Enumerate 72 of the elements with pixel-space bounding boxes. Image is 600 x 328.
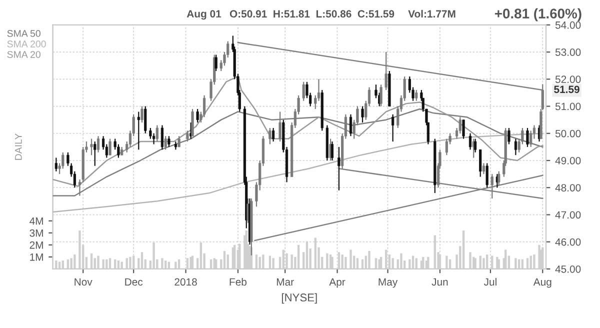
candlestick bbox=[178, 136, 180, 148]
text: Aug 01 bbox=[186, 10, 222, 20]
y-tick-label: 54.00 bbox=[555, 21, 581, 29]
candlestick bbox=[468, 132, 472, 150]
candlestick bbox=[486, 162, 488, 188]
candlestick bbox=[186, 130, 189, 142]
candlestick bbox=[164, 136, 167, 150]
annotation: 51.59 bbox=[554, 86, 580, 94]
candlestick bbox=[392, 114, 394, 142]
candlestick bbox=[526, 127, 529, 148]
candlestick bbox=[361, 106, 364, 124]
y2-tick-label: 2M bbox=[30, 241, 43, 249]
candlestick bbox=[137, 111, 140, 150]
y-tick-label: 52.00 bbox=[555, 76, 581, 84]
x-tick-label: Feb bbox=[230, 278, 246, 286]
candlestick bbox=[349, 114, 352, 137]
candlestick bbox=[330, 140, 334, 162]
y-tick-label: 45.00 bbox=[555, 265, 581, 273]
x-tick-label: May bbox=[378, 278, 398, 288]
candlestick bbox=[482, 162, 486, 175]
candlestick bbox=[160, 124, 164, 150]
candlestick bbox=[474, 138, 477, 153]
y-tick-label: 51.00 bbox=[555, 102, 581, 110]
x-tick-label: Jun bbox=[432, 278, 448, 286]
candlestick bbox=[268, 127, 272, 145]
candlestick bbox=[168, 136, 170, 148]
y-tick-label: 53.00 bbox=[555, 48, 581, 56]
line-series bbox=[52, 108, 544, 196]
x-tick-label: Aug bbox=[533, 278, 552, 288]
text: SMA 50 bbox=[7, 30, 40, 37]
x-tick-label: Mar bbox=[276, 278, 294, 286]
y2-axis-title: DAILY bbox=[15, 133, 22, 160]
text: +0.81 (1.60%) bbox=[494, 8, 582, 22]
y-tick-label: 49.00 bbox=[555, 157, 581, 164]
y2-tick-label: 4M bbox=[30, 217, 43, 225]
candlestick bbox=[302, 81, 305, 102]
y2-tick-label: 1M bbox=[30, 254, 43, 261]
candlestick bbox=[54, 157, 58, 172]
candlestick bbox=[96, 136, 100, 153]
candlestick bbox=[140, 106, 144, 124]
line-series bbox=[52, 76, 544, 187]
candlestick bbox=[272, 127, 275, 142]
y-tick-label: 47.00 bbox=[555, 211, 581, 219]
text: Vol:1.77M bbox=[408, 10, 456, 18]
candlestick bbox=[278, 111, 282, 142]
candlestick bbox=[196, 108, 199, 124]
candlestick bbox=[108, 138, 112, 156]
x-axis-title: [NYSE] bbox=[282, 293, 317, 304]
candlestick bbox=[94, 140, 96, 166]
y-tick-label: 46.00 bbox=[555, 238, 581, 246]
candlestick bbox=[90, 138, 93, 156]
candlestick bbox=[156, 124, 158, 142]
text: SMA 20 bbox=[7, 51, 40, 58]
candlestick bbox=[508, 127, 510, 145]
x-tick-label: Jul bbox=[484, 278, 496, 286]
text: O:50.91 H:51.81 L:50.86 C:51.59 bbox=[230, 10, 394, 18]
candlestick bbox=[479, 149, 482, 178]
candlestick bbox=[380, 84, 382, 107]
candlestick bbox=[338, 146, 340, 191]
y-tick-label: 50.00 bbox=[555, 130, 581, 138]
x-tick-label: Apr bbox=[329, 278, 346, 288]
candlestick bbox=[514, 138, 518, 156]
y2-tick-label: 3M bbox=[30, 229, 43, 237]
candlestick bbox=[144, 106, 147, 134]
text: SMA 200 bbox=[7, 40, 46, 48]
x-tick-label: Dec bbox=[125, 278, 143, 286]
y-tick-label: 48.00 bbox=[555, 184, 581, 192]
candlestick bbox=[462, 119, 465, 140]
x-tick-label: 2018 bbox=[174, 278, 197, 286]
candlestick bbox=[214, 54, 218, 72]
x-tick-label: Nov bbox=[74, 278, 92, 286]
candlestick bbox=[415, 89, 418, 102]
